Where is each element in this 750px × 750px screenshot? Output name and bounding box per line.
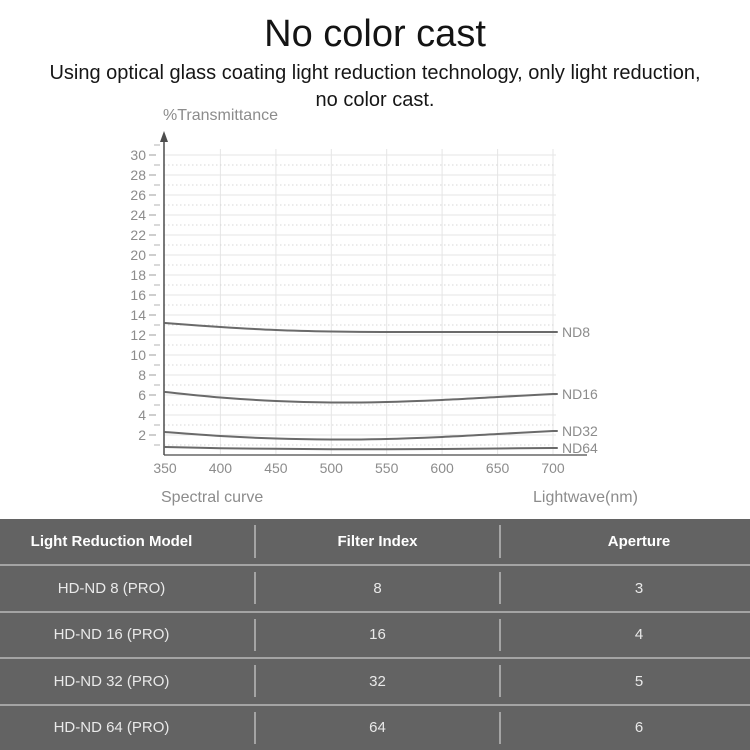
- y-tick-label: 18: [130, 267, 146, 283]
- y-tick-label: 10: [130, 347, 146, 363]
- table-cell: 64: [255, 706, 501, 750]
- subtitle-line-1: Using optical glass coating light reduct…: [49, 62, 701, 84]
- chart-x-axis-title: Lightwave(nm): [533, 489, 638, 506]
- y-tick-label: 6: [138, 387, 146, 403]
- y-tick-label: 14: [130, 307, 146, 323]
- table-cell: 6: [634, 719, 644, 737]
- table-row: HD-ND 32 (PRO) 32 5: [0, 657, 750, 704]
- curve-nd16: [164, 391, 558, 404]
- chart-y-axis-title: %Transmittance: [163, 107, 278, 124]
- x-tick-label: 550: [375, 460, 399, 476]
- x-tick-label: 400: [209, 460, 233, 476]
- series-label-nd64: ND64: [562, 440, 598, 456]
- curve-nd32: [164, 430, 558, 441]
- y-tick-label: 20: [130, 247, 146, 263]
- chart-caption: Spectral curve: [161, 489, 264, 506]
- y-tick-label: 30: [130, 147, 146, 163]
- y-tick-label: 28: [130, 167, 146, 183]
- x-tick-label: 350: [153, 460, 177, 476]
- curve-nd64: [164, 446, 558, 451]
- y-tick-label: 8: [138, 367, 146, 383]
- table-cell: HD-ND 8 (PRO): [0, 566, 256, 611]
- page-title: No color cast: [264, 13, 486, 55]
- y-tick-label: 2: [138, 427, 146, 443]
- table-cell: HD-ND 16 (PRO): [0, 613, 256, 658]
- y-tick-label: 24: [130, 207, 146, 223]
- table-cell: HD-ND 64 (PRO): [0, 706, 256, 750]
- table-cell: 8: [255, 566, 501, 611]
- series-label-nd8: ND8: [562, 324, 590, 340]
- series-label-nd32: ND32: [562, 423, 598, 439]
- y-tick-label: 12: [130, 327, 146, 343]
- table-cell: HD-ND 32 (PRO): [0, 659, 256, 704]
- x-tick-label: 700: [541, 460, 565, 476]
- table-row: HD-ND 8 (PRO) 8 3: [0, 564, 750, 611]
- y-axis-arrow-icon: [160, 131, 168, 142]
- table-cell: 5: [634, 672, 644, 690]
- series-label-nd16: ND16: [562, 386, 598, 402]
- curve-nd8: [164, 322, 558, 334]
- table-cell: 3: [634, 579, 644, 597]
- table-row: HD-ND 16 (PRO) 16 4: [0, 610, 750, 658]
- table-cell: 4: [634, 626, 644, 644]
- subtitle-line-2: no color cast.: [315, 89, 435, 111]
- table-cell: 32: [255, 659, 501, 704]
- table-row: HD-ND 64 (PRO) 64 6: [0, 703, 750, 750]
- table-header-cell: Aperture: [607, 533, 671, 550]
- x-tick-label: 650: [486, 460, 510, 476]
- page-subtitle: Using optical glass coating light reduct…: [0, 60, 750, 114]
- y-tick-label: 22: [130, 227, 146, 243]
- x-tick-label: 450: [264, 460, 288, 476]
- table-cell: 16: [255, 613, 501, 658]
- spec-table: Light Reduction Model Filter Index Apertur…: [0, 519, 750, 750]
- table-header-cell: Light Reduction Model: [0, 519, 256, 564]
- y-tick-label: 4: [138, 407, 146, 423]
- table-header-cell: Filter Index: [255, 519, 501, 564]
- y-tick-label: 26: [130, 187, 146, 203]
- x-tick-label: 500: [320, 460, 344, 476]
- x-tick-label: 600: [430, 460, 454, 476]
- y-tick-label: 16: [130, 287, 146, 303]
- table-header-row: Light Reduction Model Filter Index Apertur…: [0, 519, 750, 564]
